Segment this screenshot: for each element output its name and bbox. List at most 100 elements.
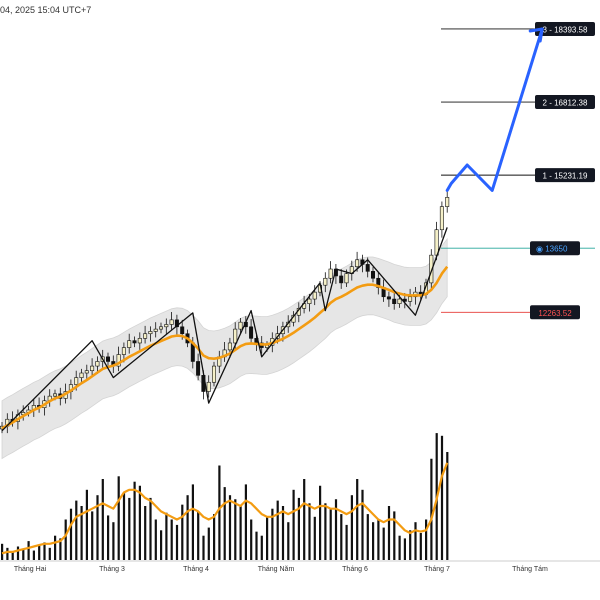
volume-bar <box>228 495 232 560</box>
level-label-box-target-3 <box>535 21 595 36</box>
volume-bar <box>64 519 67 560</box>
volume-bar <box>144 506 147 560</box>
volume-ma-path <box>1 462 449 555</box>
volume-bar <box>191 484 194 560</box>
volume-bar <box>69 508 73 560</box>
candle-body <box>52 393 57 397</box>
volume-bar <box>281 506 285 560</box>
month-tick-label: Tháng Tám <box>512 566 548 573</box>
volume-bar <box>303 479 306 560</box>
volume-bar <box>48 547 51 560</box>
candle-body <box>180 326 185 335</box>
volume-bar <box>170 519 173 560</box>
moving-average-line <box>1 265 449 430</box>
candle-body <box>84 370 89 374</box>
candle-body <box>95 361 100 367</box>
candle-body <box>397 298 402 304</box>
volume-bar <box>223 487 226 560</box>
volume-bar <box>91 511 94 560</box>
volume-bar <box>430 458 433 560</box>
level-label-target-1: 1 - 15231.19 <box>543 172 588 181</box>
volume-bar <box>112 522 115 560</box>
volume-bar <box>276 500 279 560</box>
candle-body <box>328 268 333 279</box>
volume-bar <box>292 489 295 560</box>
volume-bar <box>133 481 136 560</box>
header-timestamp: 04, 2025 15:04 UTC+7 <box>0 5 91 15</box>
month-tick-label: Tháng Năm <box>258 566 295 573</box>
volume-bar <box>419 533 422 560</box>
volume-bar <box>22 549 25 560</box>
volume-bar <box>329 508 332 560</box>
volume-bar <box>255 531 258 560</box>
volume-bar <box>75 500 78 560</box>
candle-body <box>439 206 444 231</box>
time-axis: Tháng Hai Tháng 3 Tháng 4 Tháng Năm Tháng 6 T… <box>0 560 600 573</box>
level-label-box-target-1 <box>535 168 595 183</box>
candle-body <box>90 365 95 372</box>
candle-body <box>132 340 137 344</box>
volume-bar <box>366 514 369 560</box>
candle-body <box>121 347 126 355</box>
volume-bar <box>213 514 216 560</box>
volume-bar <box>128 497 131 560</box>
level-label-target-3: 3 - 18393.58 <box>543 25 588 34</box>
volume-bar <box>122 492 126 560</box>
volume-bar <box>425 519 428 560</box>
volume-bar <box>1 543 4 560</box>
candlesticks <box>0 190 450 434</box>
volume-bar <box>409 530 412 560</box>
stop-label-box <box>530 305 580 320</box>
candle-body <box>174 319 179 328</box>
candle-body <box>106 356 111 362</box>
projection-path <box>445 27 544 192</box>
volume-bar <box>234 499 237 560</box>
volume-bar <box>260 535 263 560</box>
volume-bar <box>202 535 205 560</box>
candle-body <box>434 229 439 256</box>
volume-bar <box>287 522 290 560</box>
candle-body <box>386 296 391 300</box>
volume-bar <box>11 551 14 560</box>
candle-body <box>445 197 450 207</box>
candle-body <box>312 291 317 300</box>
candle-body <box>212 365 217 383</box>
volume-bar <box>85 489 88 560</box>
candle-body <box>392 298 397 304</box>
month-tick-label: Tháng 7 <box>424 566 450 573</box>
candle-body <box>116 354 121 367</box>
candle-body <box>169 319 174 325</box>
volume-bar <box>340 514 343 560</box>
volume-bar <box>324 503 327 560</box>
volume-bar <box>165 512 168 560</box>
volume-bar <box>271 508 274 560</box>
candle-body <box>355 259 360 268</box>
level-label-box-target-2 <box>535 95 595 110</box>
volume-bar <box>38 545 41 560</box>
volume-bar <box>250 519 253 560</box>
candle-body <box>196 361 201 376</box>
volume-bar <box>244 484 247 560</box>
volume-bar <box>6 547 9 560</box>
candle-body <box>376 277 381 288</box>
candle-body <box>137 338 142 344</box>
volume-bar <box>207 527 210 560</box>
candle-body <box>233 328 238 344</box>
volume-bar <box>154 519 157 560</box>
candle-body <box>206 381 211 392</box>
candle-body <box>159 326 164 330</box>
candle-body <box>365 264 370 272</box>
entry-label: ◉ 13650 <box>536 245 568 254</box>
candle-body <box>307 298 312 304</box>
volume-bar <box>43 542 46 560</box>
volume-bar <box>313 516 316 560</box>
projection-arrow <box>445 27 544 192</box>
month-tick-label: Tháng Hai <box>14 566 47 573</box>
volume-bar <box>239 506 242 560</box>
volume-bar <box>393 511 396 560</box>
candle-body <box>164 324 169 328</box>
volume-bar <box>32 550 35 560</box>
volume-bar <box>138 485 141 560</box>
volume-bar <box>377 519 380 560</box>
